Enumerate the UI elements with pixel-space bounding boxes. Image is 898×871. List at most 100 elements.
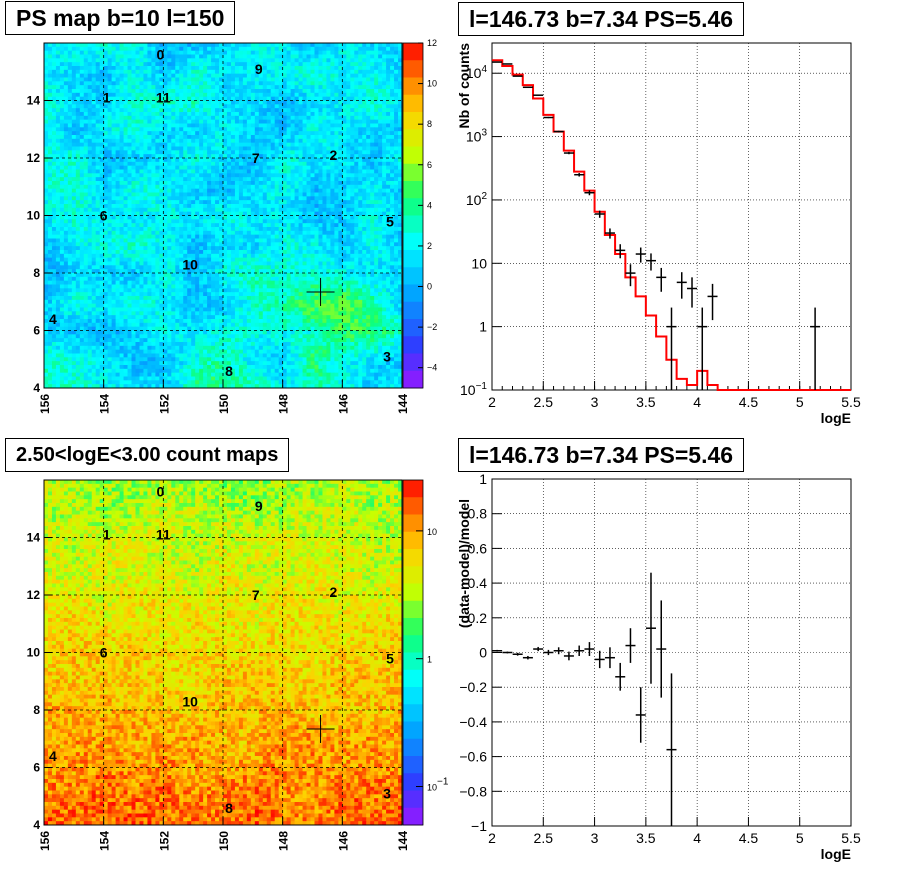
y-tick-label: −0.4 — [459, 714, 487, 730]
colorbar-label: 1 — [427, 655, 432, 665]
source-label: 2 — [329, 584, 337, 600]
y-tick-label: 12 — [27, 588, 41, 602]
x-tick-label: 5.5 — [841, 394, 861, 410]
y-tick-label: 103 — [466, 128, 488, 145]
colorbar-frame — [402, 479, 424, 826]
source-label: 3 — [383, 785, 391, 801]
source-label: 0 — [156, 484, 164, 500]
x-tick-label: 152 — [157, 831, 171, 851]
x-tick-label: 156 — [38, 394, 52, 414]
source-label: 3 — [383, 348, 391, 364]
y-tick-label: 4 — [33, 381, 40, 395]
y-tick-label: 8 — [33, 703, 40, 717]
x-tick-label: 154 — [98, 831, 112, 851]
y-tick-label: 104 — [466, 64, 488, 81]
x-tick-label: 3.5 — [636, 394, 656, 410]
y-tick-label: 0.8 — [468, 506, 488, 522]
source-label: 6 — [100, 645, 108, 661]
y-tick-label: 102 — [466, 191, 488, 208]
y-tick-label: 0.4 — [468, 575, 488, 591]
y-tick-label: 1 — [479, 319, 487, 335]
colorbar — [403, 480, 423, 826]
x-tick-label: 3 — [591, 394, 599, 410]
y-tick-label: 10−1 — [460, 381, 487, 398]
bl-title: 2.50<logE<3.00 count maps — [5, 438, 290, 472]
y-tick-label: −1 — [471, 818, 487, 834]
colorbar-label: 2 — [427, 241, 432, 251]
colorbar-label: 4 — [427, 200, 432, 210]
x-tick-label: 4.5 — [739, 394, 759, 410]
y-axis-label: Nb of counts — [456, 43, 472, 129]
source-label: 8 — [225, 800, 233, 816]
source-label: 7 — [252, 587, 260, 603]
source-label: 10 — [182, 256, 198, 272]
x-tick-label: 152 — [157, 394, 171, 414]
source-label: 9 — [255, 498, 263, 514]
x-tick-label: 2 — [488, 394, 496, 410]
x-tick-label: 144 — [396, 394, 410, 414]
y-tick-label: 10 — [27, 646, 41, 660]
x-tick-label: 5 — [796, 830, 804, 846]
source-label: 6 — [100, 208, 108, 224]
colorbar-label: 12 — [427, 38, 437, 48]
colorbar-label: 10 — [427, 527, 437, 537]
source-label: 8 — [225, 363, 233, 379]
x-tick-label: 5.5 — [841, 830, 861, 846]
x-tick-label: 4.5 — [739, 830, 759, 846]
colorbar-label: 0 — [427, 282, 432, 292]
x-tick-label: 5 — [796, 394, 804, 410]
colorbar-label: 6 — [427, 160, 432, 170]
x-tick-label: 3 — [591, 830, 599, 846]
colorbar-label: −2 — [427, 322, 437, 332]
source-label: 4 — [49, 311, 57, 327]
y-tick-label: −0.8 — [459, 783, 487, 799]
source-label: 9 — [255, 61, 263, 77]
x-tick-label: 3.5 — [636, 830, 656, 846]
source-label: 11 — [156, 527, 171, 543]
source-label: 1 — [103, 90, 111, 106]
source-label: 2 — [329, 147, 337, 163]
x-tick-label: 144 — [396, 831, 410, 851]
colorbar — [403, 43, 423, 389]
y-tick-label: −0.2 — [459, 679, 487, 695]
x-tick-label: 150 — [217, 831, 231, 851]
y-tick-label: 8 — [33, 266, 40, 280]
source-label: 5 — [386, 213, 394, 229]
x-tick-label: 2.5 — [534, 394, 554, 410]
y-tick-label: 12 — [27, 151, 41, 165]
y-tick-label: 14 — [27, 531, 41, 545]
y-tick-label: 6 — [33, 324, 40, 338]
model-histogram-line — [492, 59, 851, 391]
x-tick-label: 154 — [98, 394, 112, 414]
x-tick-label: 148 — [277, 394, 291, 414]
colorbar-label: 10−1 — [427, 777, 449, 793]
source-label: 11 — [156, 90, 171, 106]
y-tick-label: 0 — [479, 645, 487, 661]
x-tick-label: 4 — [693, 830, 701, 846]
source-label: 10 — [182, 693, 198, 709]
x-tick-label: 150 — [217, 394, 231, 414]
y-tick-label: 0.2 — [468, 610, 488, 626]
y-tick-label: 4 — [33, 818, 40, 832]
colorbar-label: 10 — [427, 79, 437, 89]
source-label: 1 — [103, 527, 111, 543]
y-tick-label: 10 — [27, 209, 41, 223]
source-label: 4 — [49, 748, 57, 764]
x-tick-label: 146 — [336, 394, 350, 414]
x-tick-label: 146 — [336, 831, 350, 851]
colorbar-label: 8 — [427, 119, 432, 129]
y-tick-label: 14 — [27, 94, 41, 108]
y-tick-label: 10 — [471, 255, 487, 271]
colorbar-label: −4 — [427, 363, 437, 373]
source-label: 7 — [252, 150, 260, 166]
source-label: 5 — [386, 650, 394, 666]
x-tick-label: 2.5 — [534, 830, 554, 846]
heatmap-cells — [44, 480, 403, 826]
x-tick-label: 148 — [277, 831, 291, 851]
y-tick-label: 0.6 — [468, 540, 488, 556]
x-axis-label: logE — [821, 410, 851, 426]
y-axis-label: (data-model)/model — [456, 499, 472, 628]
heatmap-cells — [44, 43, 403, 389]
x-axis-label: logE — [821, 846, 851, 862]
